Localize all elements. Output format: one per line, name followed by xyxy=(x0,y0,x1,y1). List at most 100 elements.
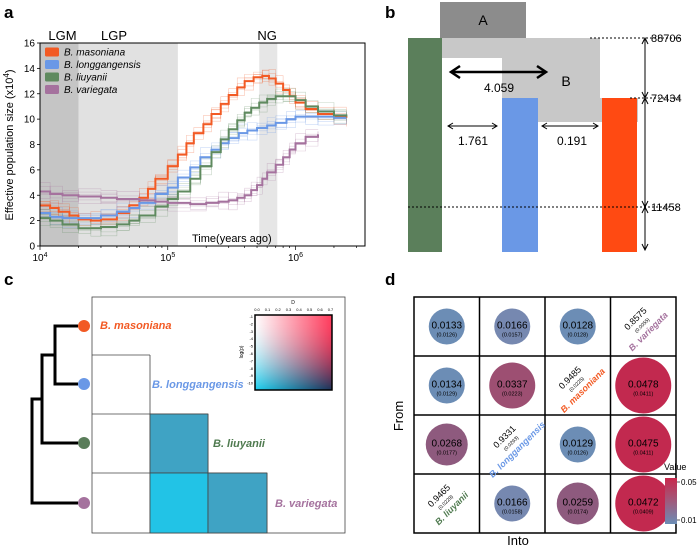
time-arrows xyxy=(641,36,649,252)
cell-sub: (0.0177) xyxy=(437,451,458,457)
value-circle xyxy=(615,475,672,532)
legend-y-tick: -4 xyxy=(249,336,253,341)
legend-x-ticks: 0.0 0.1 0.2 0.3 0.4 0.5 0.6 0.7 xyxy=(254,307,334,312)
value-circle xyxy=(489,362,536,409)
legend-y-tick: -10 xyxy=(247,381,254,386)
legend-gradient-v xyxy=(255,315,332,390)
arrow-head-5 xyxy=(641,205,649,214)
cell-sub: (0.0126) xyxy=(568,451,589,457)
cell-value: 0.0337 xyxy=(497,380,528,391)
y-tick-label: 2 xyxy=(29,216,35,227)
ancestor-a-block xyxy=(440,2,526,38)
cell-sub: (0.0157) xyxy=(502,333,523,339)
legend-y-tick: -7 xyxy=(249,358,253,363)
legend-x-tick: 0.7 xyxy=(328,307,334,312)
cell-value: 0.0268 xyxy=(431,439,462,450)
legend-x-tick: 0.4 xyxy=(296,307,302,312)
species-label: B. masoniana xyxy=(100,320,172,332)
ancestor-a-label: A xyxy=(478,12,488,28)
population-longgangensis xyxy=(502,98,538,252)
legend-swatch xyxy=(45,47,59,57)
matrix-cell xyxy=(149,413,209,474)
value-circle xyxy=(428,367,465,404)
y-axis-label-from: From xyxy=(391,401,406,431)
y-tick-label: 8 xyxy=(29,140,35,151)
species-dot xyxy=(78,497,90,509)
arrow-head-6 xyxy=(641,243,649,252)
legend-x-tick: 0.3 xyxy=(286,307,292,312)
ancestor-trunk xyxy=(408,38,600,58)
value-circle xyxy=(428,308,465,345)
panel-c: c B. masoniana B. longgangensis B. liuyani… xyxy=(4,270,346,534)
x-axis-label-into: Into xyxy=(507,533,529,548)
species-labels: B. masoniana B. longgangensis B. liuyanii B… xyxy=(100,320,337,510)
legend-y-tick: -5 xyxy=(249,344,253,349)
cell-sub: (0.0411) xyxy=(633,392,653,398)
x-tick-base: 10 xyxy=(160,253,172,264)
species-dot xyxy=(78,437,90,449)
legend-x-tick: 0.6 xyxy=(317,307,323,312)
legend-x-tick: 0.1 xyxy=(265,307,271,312)
cell-value: 0.0166 xyxy=(497,498,528,509)
phylogenetic-tree xyxy=(30,324,78,505)
cell-value: 0.0166 xyxy=(497,321,528,332)
x-tick-label: 106 xyxy=(288,252,303,264)
legend-x-tick: 0.5 xyxy=(307,307,313,312)
legend-y-ticks: -1 -2 -3 -4 -5 -6 -7 -8 -9 -10 xyxy=(247,314,254,386)
legend-x-tick: 0.2 xyxy=(275,307,281,312)
y-ticks: 0 2 4 6 8 10 12 14 16 xyxy=(24,39,40,253)
time-label-11458: 11458 xyxy=(651,202,681,214)
species-dot xyxy=(78,378,90,390)
migration-rate-3: 0.191 xyxy=(557,134,587,148)
colorbar-max-label: 0.05 xyxy=(681,478,697,487)
series-line-b-liuyanii xyxy=(40,95,348,230)
x-tick-exp: 5 xyxy=(171,252,175,259)
value-circle xyxy=(494,308,531,345)
period-labels: LGM LGP NG xyxy=(48,28,276,43)
x-ticks: 104 105 106 xyxy=(32,246,357,264)
tree-branch-2 xyxy=(40,353,78,445)
arrow-head-1 xyxy=(641,36,649,45)
cell-sub: (0.0126) xyxy=(437,333,458,339)
cell-value: 0.0128 xyxy=(562,321,593,332)
y-tick-label: 14 xyxy=(24,64,36,75)
colorbar: Value 0.05 0.01 xyxy=(664,462,697,525)
ancestor-b-label: B xyxy=(561,73,570,89)
legend-x-tick: 0.0 xyxy=(254,307,260,312)
legend-y-tick: -1 xyxy=(249,314,253,319)
y-tick-label: 12 xyxy=(24,89,36,100)
population-masoniana xyxy=(602,98,637,252)
arrow-head-3 xyxy=(641,96,649,105)
legend-swatch xyxy=(45,72,59,82)
legend-entry: B. masoniana xyxy=(64,48,126,59)
cell-value: 0.0478 xyxy=(628,380,659,391)
time-label-88706: 88706 xyxy=(651,33,682,45)
legend-swatch xyxy=(45,60,59,69)
cell-sub: (0.0409) xyxy=(633,510,654,516)
bootstrap-trace-3-4 xyxy=(40,129,319,206)
species-label: B. variegata xyxy=(275,498,337,510)
cell-value: 0.0475 xyxy=(628,439,659,450)
cell-sub: (0.0129) xyxy=(437,392,458,398)
legend-top-label: D xyxy=(291,300,295,306)
legend-entry: B. longgangensis xyxy=(64,60,141,71)
migration-rate-1: 4.059 xyxy=(484,81,514,95)
legend-frame xyxy=(254,314,333,391)
panel-label-b: b xyxy=(385,3,395,22)
legend-left-label: log(p) xyxy=(239,345,245,358)
matrix-cell xyxy=(149,472,209,534)
period-label-lgp: LGP xyxy=(101,28,127,43)
value-circle xyxy=(615,416,672,473)
panel-d: d 0.0133(0.0126)0.0166(0.0157)0.0128(0.0… xyxy=(385,270,697,548)
y-tick-label: 0 xyxy=(29,242,35,253)
migration-head-1b xyxy=(536,64,549,80)
legend-y-tick: -8 xyxy=(249,366,253,371)
series-line-b-variegata xyxy=(40,134,319,206)
migration-arrows xyxy=(447,64,599,130)
colorbar-min-label: 0.01 xyxy=(681,516,697,525)
cell-value: 0.0259 xyxy=(562,498,593,509)
y-axis-label-main: Effective population size (x10 xyxy=(4,78,16,221)
